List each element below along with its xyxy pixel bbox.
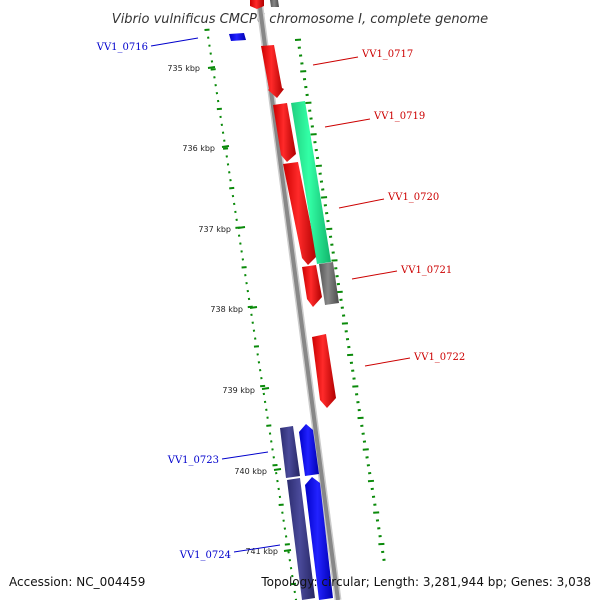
tick-736	[221, 145, 230, 148]
gene-vv1-0719[interactable]	[273, 103, 296, 162]
leader-vv1-0719	[324, 118, 371, 128]
topology-summary: Topology: circular; Length: 3,281,944 bp…	[260, 575, 591, 589]
leader-vv1-0722	[364, 357, 411, 367]
label-vv1-0724[interactable]: VV1_0724	[179, 550, 231, 561]
map-title: Vibrio vulnificus CMCP6 chromosome I, co…	[112, 12, 488, 27]
gene-vv1-0724-upper[interactable]	[287, 478, 315, 600]
gene-partial-top-red[interactable]	[250, 0, 264, 9]
tick-label-738: 738 kbp	[210, 305, 243, 314]
tick-label-737: 737 kbp	[198, 225, 231, 234]
gene-vv1-0723[interactable]	[280, 426, 300, 478]
gene-vv1-0721[interactable]	[302, 265, 322, 307]
label-vv1-0720[interactable]: VV1_0720	[387, 192, 439, 203]
accession-text: Accession: NC_004459	[9, 575, 145, 589]
tick-label-739: 739 kbp	[222, 386, 255, 395]
tick-738	[249, 306, 258, 309]
gene-labels: VV1_0716 VV1_0717 VV1_0719 VV1_0720 VV1_…	[96, 37, 465, 561]
gene-partial-top-gray[interactable]	[270, 0, 279, 7]
label-vv1-0719[interactable]: VV1_0719	[373, 111, 425, 122]
leader-vv1-0721	[351, 270, 398, 280]
tick-737	[237, 226, 246, 229]
tick-739	[261, 387, 270, 390]
leader-vv1-0724	[233, 544, 281, 553]
gene-unknown-gray[interactable]	[319, 262, 339, 305]
gene-vv1-0716[interactable]	[229, 33, 246, 41]
tick-label-741: 741 kbp	[245, 547, 278, 556]
label-vv1-0717[interactable]: VV1_0717	[361, 49, 413, 60]
leader-vv1-0716	[150, 37, 199, 47]
tick-label-736: 736 kbp	[182, 144, 215, 153]
backbone-line	[257, 0, 340, 600]
tick-740	[273, 468, 282, 471]
gc-content-track	[204, 28, 386, 600]
leader-vv1-0720	[338, 198, 385, 209]
tick-label-735: 735 kbp	[167, 64, 200, 73]
gene-features	[229, 0, 339, 600]
gene-red-segment[interactable]	[283, 162, 317, 265]
label-vv1-0721[interactable]: VV1_0721	[400, 265, 452, 276]
tick-735	[207, 66, 216, 69]
tick-label-740: 740 kbp	[234, 467, 267, 476]
leader-vv1-0723	[221, 451, 269, 460]
leader-vv1-0717	[312, 56, 359, 66]
gene-blue-reverse-upper[interactable]	[299, 424, 319, 476]
gene-vv1-0717[interactable]	[261, 45, 284, 98]
gene-vv1-0722[interactable]	[312, 334, 336, 408]
label-vv1-0722[interactable]: VV1_0722	[413, 352, 465, 363]
tick-741	[283, 549, 292, 552]
gene-vv1-0720[interactable]	[291, 101, 331, 264]
label-vv1-0723[interactable]: VV1_0723	[167, 455, 219, 466]
label-vv1-0716[interactable]: VV1_0716	[96, 42, 148, 53]
tick-marks: 735 kbp 736 kbp 737 kbp 738 kbp 739 kbp …	[167, 64, 292, 556]
gene-blue-reverse-lower[interactable]	[305, 477, 333, 600]
